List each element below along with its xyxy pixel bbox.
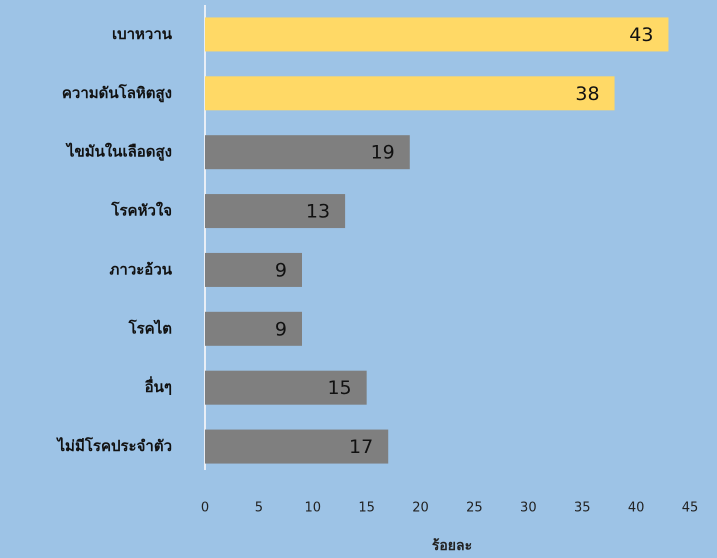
x-tick-label: 20 xyxy=(412,501,429,516)
bar xyxy=(205,194,346,229)
value-label: 43 xyxy=(629,24,653,46)
x-tick-label: 45 xyxy=(682,501,699,516)
bar xyxy=(205,311,302,346)
x-tick-label: 25 xyxy=(466,501,483,516)
x-tick-label: 35 xyxy=(574,501,591,516)
bar xyxy=(205,370,367,405)
value-label: 19 xyxy=(371,142,395,164)
y-tick-label: โรคหัวใจ xyxy=(110,201,172,220)
y-tick-label: ภาวะอ้วน xyxy=(110,260,173,278)
y-tick-label: อื่นๆ xyxy=(145,376,172,396)
y-tick-label: ไขมันในเลือดสูง xyxy=(65,142,172,162)
y-tick-label: ไม่มีโรคประจำตัว xyxy=(56,436,172,455)
x-tick-label: 30 xyxy=(520,501,537,516)
y-tick-label: เบาหวาน xyxy=(112,25,173,43)
bar xyxy=(205,135,410,170)
value-label: 17 xyxy=(349,436,373,458)
x-tick-label: 10 xyxy=(305,501,322,516)
value-label: 13 xyxy=(306,201,330,223)
x-tick-label: 5 xyxy=(255,501,263,516)
value-label: 15 xyxy=(327,377,351,399)
value-label: 9 xyxy=(275,259,287,281)
value-label: 9 xyxy=(275,318,287,340)
y-tick-label: ความดันโลหิตสูง xyxy=(62,83,172,103)
bar xyxy=(205,76,615,111)
bar xyxy=(205,17,669,52)
y-tick-label: โรคไต xyxy=(128,318,172,337)
value-label: 38 xyxy=(575,83,599,105)
x-axis-title: ร้อยละ xyxy=(432,538,472,554)
x-tick-label: 15 xyxy=(358,501,375,516)
bar xyxy=(205,429,389,464)
bar xyxy=(205,252,302,287)
x-tick-label: 40 xyxy=(628,501,645,516)
x-tick-label: 0 xyxy=(201,501,209,516)
